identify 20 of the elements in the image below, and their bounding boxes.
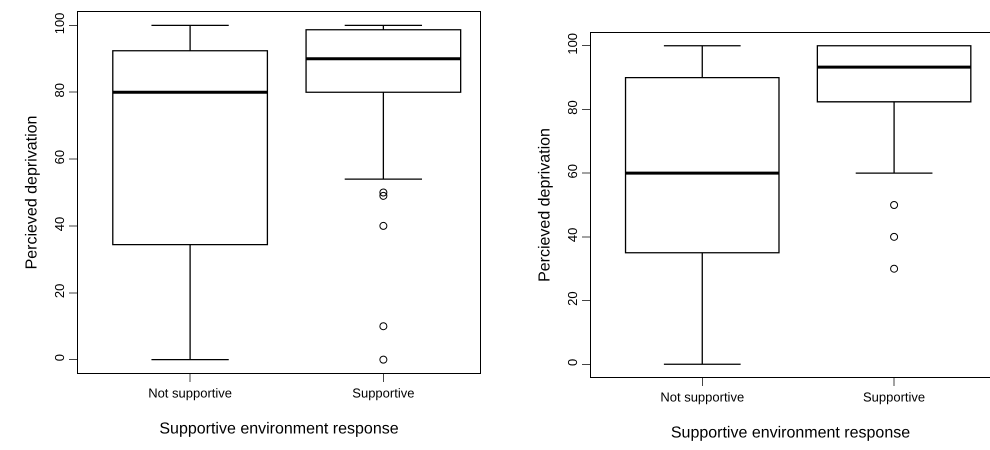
y-tick-label: 0 [52,354,67,362]
y-tick-label: 20 [52,284,67,298]
y-tick-label: 80 [564,100,580,115]
y-tick-label: 0 [564,358,580,366]
y-axis-title: Percieved deprivation [24,116,41,270]
y-tick-label: 80 [52,83,67,98]
y-tick-label: 40 [564,228,580,242]
y-tick-label: 60 [52,150,67,164]
x-tick-label: Not supportive [660,390,744,405]
y-tick-label: 40 [52,216,67,232]
x-axis-title: Supportive environment response [670,424,910,442]
y-tick-label: 100 [564,32,580,55]
y-axis-title: Percieved deprivation [536,128,554,282]
x-axis-title: Supportive environment response [159,420,399,438]
x-tick-label: Supportive [352,386,414,401]
y-tick-label: 100 [52,12,67,34]
x-tick-label: Not supportive [148,386,232,401]
y-tick-label: 60 [564,164,580,178]
x-tick-label: Supportive [863,390,926,405]
y-tick-label: 20 [564,291,580,306]
